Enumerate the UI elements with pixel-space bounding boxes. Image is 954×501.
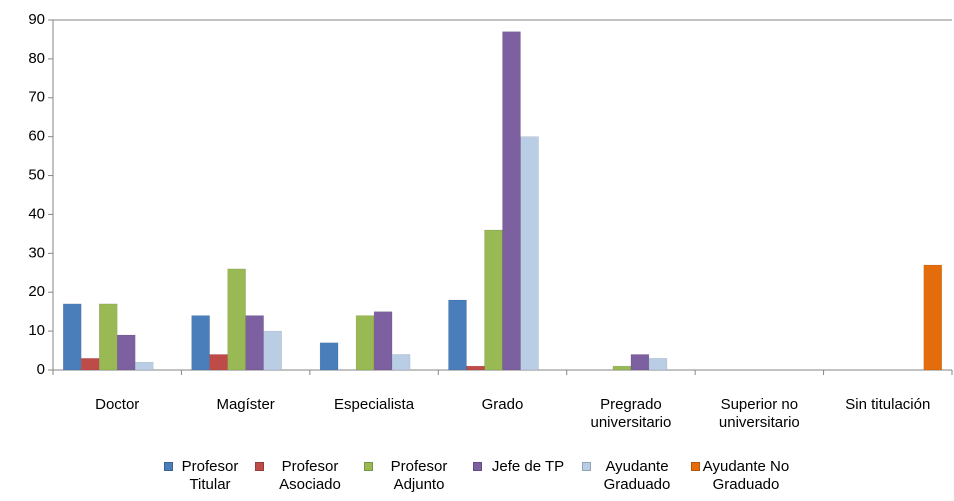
x-tick-label: Superior no universitario xyxy=(718,396,800,431)
x-tick-label: Magíster xyxy=(216,396,275,413)
bar xyxy=(263,330,282,371)
legend-item: Jefe de TP xyxy=(473,458,572,494)
bar xyxy=(502,31,521,371)
legend-label: Profesor Asociado xyxy=(279,458,341,493)
bar xyxy=(466,365,485,371)
bar xyxy=(923,264,943,371)
y-tick-label: 0 xyxy=(37,361,45,378)
x-tick-label: Pregrado universitario xyxy=(590,396,672,431)
legend-item: Profesor Titular xyxy=(164,458,245,494)
legend-swatch xyxy=(582,462,591,471)
bar xyxy=(80,358,100,371)
legend-swatch xyxy=(691,462,700,471)
legend-swatch xyxy=(364,462,373,471)
bar xyxy=(484,229,503,371)
x-tick-label: Grado xyxy=(481,396,524,413)
bar xyxy=(448,299,467,371)
bar xyxy=(227,268,246,371)
legend-swatch xyxy=(473,462,482,471)
y-tick-label: 40 xyxy=(28,205,45,222)
legend-label: Profesor Titular xyxy=(181,458,239,493)
y-tick-label: 80 xyxy=(28,50,45,67)
bar xyxy=(373,311,393,371)
y-tick-label: 30 xyxy=(28,244,45,261)
bar xyxy=(62,303,82,371)
legend-label: Profesor Adjunto xyxy=(390,458,448,493)
x-tick-label: Doctor xyxy=(95,396,140,413)
legend-label: Ayudante No Graduado xyxy=(702,458,790,493)
bar xyxy=(630,354,650,371)
y-tick-label: 70 xyxy=(28,89,45,106)
legend: Profesor Titular Profesor Asociado Profeso… xyxy=(0,458,954,494)
y-tick-label: 90 xyxy=(28,11,45,28)
legend-item: Profesor Asociado xyxy=(255,458,354,494)
bar xyxy=(648,358,668,371)
chart: 0 10 20 30 40 50 60 70 80 90 xyxy=(28,11,953,378)
bar xyxy=(245,315,264,371)
bar xyxy=(520,136,539,371)
y-tick-label: 10 xyxy=(28,322,45,339)
legend-swatch xyxy=(255,462,264,471)
bar xyxy=(209,354,228,371)
bar xyxy=(355,315,375,371)
bar xyxy=(391,354,411,371)
x-tick-label: Sin titulación xyxy=(845,396,931,413)
x-tick-label: Especialista xyxy=(334,396,415,413)
legend-label: Ayudante Graduado xyxy=(603,458,671,493)
y-tick-label: 50 xyxy=(28,167,45,184)
y-tick-label: 60 xyxy=(28,128,45,145)
bar xyxy=(612,365,632,371)
y-tick-label: 20 xyxy=(28,283,45,300)
bar xyxy=(191,315,210,371)
bar xyxy=(319,342,339,371)
legend-label: Jefe de TP xyxy=(491,458,565,475)
legend-item: Ayudante Graduado xyxy=(582,458,681,494)
bar xyxy=(116,334,136,371)
legend-item: Profesor Adjunto xyxy=(364,458,463,494)
legend-swatch xyxy=(164,462,173,471)
bar xyxy=(98,303,118,371)
bar xyxy=(134,361,154,371)
legend-item: Ayudante No Graduado xyxy=(691,458,790,494)
